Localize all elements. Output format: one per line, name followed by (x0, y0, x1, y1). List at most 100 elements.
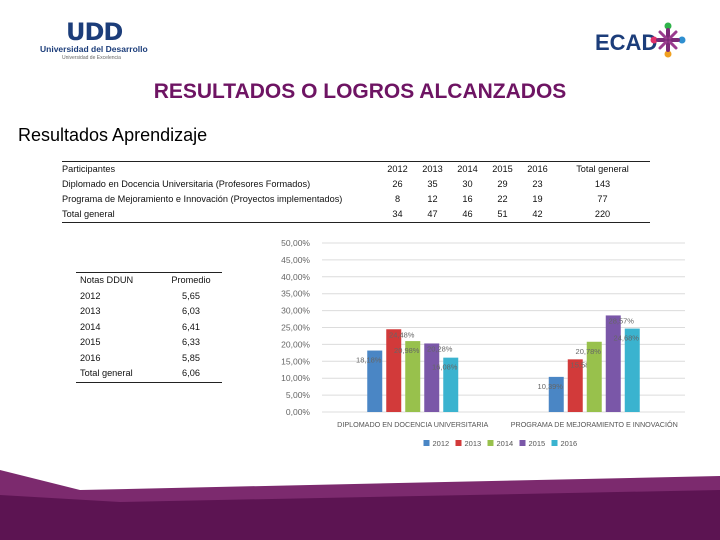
footer-decoration (0, 470, 720, 540)
row-label: Programa de Mejoramiento e Innovación (P… (62, 194, 343, 204)
legend-swatch (423, 440, 430, 446)
table-cell: 46 (450, 207, 485, 223)
table-cell: 6,03 (182, 306, 200, 316)
data-label: 16,08% (432, 363, 458, 372)
row-label: 2013 (80, 306, 101, 316)
y-tick-label: 25,00% (281, 323, 310, 333)
row-label: 2014 (80, 321, 101, 332)
table-header-row: Notas DDUN Promedio (76, 272, 222, 289)
table-cell: 77 (597, 194, 608, 204)
bar (367, 350, 383, 412)
table-cell: 23 (532, 179, 543, 189)
ecad-logo-text: ECAD (595, 30, 658, 55)
y-tick-label: 35,00% (281, 289, 310, 299)
column-header: 2015 (485, 161, 520, 177)
table-row: 2013 6,03 (76, 304, 222, 320)
bar (405, 341, 421, 412)
legend-swatch (551, 440, 558, 446)
y-tick-label: 15,00% (281, 356, 310, 366)
column-header: 2013 (415, 161, 450, 177)
legend-label: 2013 (465, 439, 482, 448)
udd-logo-mark: UDD (66, 18, 123, 46)
table-cell: 143 (594, 179, 611, 189)
table-cell: 34 (380, 207, 415, 223)
data-label: 18,18% (356, 356, 382, 365)
grades-table: Notas DDUN Promedio 2012 5,65 2013 6,03 … (76, 272, 222, 383)
y-tick-label: 30,00% (281, 306, 310, 316)
column-header: Total general (555, 161, 650, 177)
results-bar-chart: 0,00% 5,00% 10,00% 15,00% 20,00% 25,00% 30,00%… (281, 238, 685, 448)
udd-logo: UDD Universidad del Desarrollo Universid… (40, 18, 160, 66)
table-cell: 47 (415, 207, 450, 223)
table-cell: 29 (497, 179, 508, 189)
row-label: 2012 (80, 290, 101, 301)
y-tick-label: 45,00% (281, 255, 310, 265)
legend-swatch (519, 440, 526, 446)
table-row: 2015 6,33 (76, 335, 222, 351)
bar (443, 357, 459, 412)
data-label: 24,68% (614, 334, 640, 343)
legend-swatch (487, 440, 494, 446)
row-label: 2016 (80, 352, 101, 363)
legend-swatch (455, 440, 462, 446)
data-label: 20,28% (427, 344, 453, 353)
column-header: 2016 (520, 161, 555, 177)
section-subtitle: Resultados Aprendizaje (18, 125, 208, 145)
footer-wave-dark (0, 490, 720, 540)
ecad-logo: ECAD (592, 20, 692, 60)
row-label: 2015 (80, 337, 101, 347)
legend-label: 2012 (433, 439, 450, 448)
bar (624, 328, 640, 412)
column-header: 2012 (380, 161, 415, 177)
table-cell: 22 (497, 194, 508, 204)
table-cell: 6,41 (182, 321, 200, 332)
bar (567, 359, 583, 412)
table-row: 2016 5,85 (76, 351, 222, 367)
participants-table: Participantes 2012 2013 2014 2015 2016 T… (62, 161, 650, 223)
data-label: 24,48% (389, 330, 415, 339)
y-tick-label: 5,00% (286, 390, 311, 400)
legend-label: 2014 (497, 439, 514, 448)
y-tick-label: 50,00% (281, 238, 310, 248)
column-header: Participantes (62, 161, 380, 177)
table-cell: 19 (532, 194, 543, 204)
table-cell: 6,06 (160, 366, 222, 383)
table-cell: 12 (427, 194, 438, 204)
table-row: Diplomado en Docencia Universitaria (Pro… (62, 177, 650, 192)
bar (386, 329, 402, 412)
bar (424, 343, 440, 412)
table-row: Total general 34 47 46 51 42 220 (62, 207, 650, 223)
column-header: Notas DDUN (76, 272, 160, 289)
table-cell: 35 (427, 179, 438, 189)
table-row: 2014 6,41 (76, 320, 222, 336)
table-cell: 42 (520, 207, 555, 223)
row-label: Diplomado en Docencia Universitaria (Pro… (62, 179, 311, 189)
data-label: 20,78% (576, 347, 602, 356)
data-label: 15,58% (571, 360, 597, 369)
row-label: Total general (76, 366, 160, 383)
table-cell: 220 (555, 207, 650, 223)
table-cell: 30 (462, 179, 473, 189)
table-cell: 51 (485, 207, 520, 223)
table-cell: 16 (462, 194, 473, 204)
column-header: 2014 (450, 161, 485, 177)
udd-logo-name: Universidad del Desarrollo (40, 44, 148, 54)
legend-label: 2015 (529, 439, 546, 448)
data-label: 28,57% (609, 316, 635, 325)
ecad-star-icon (650, 22, 686, 58)
x-category-label: PROGRAMA DE MEJORAMIENTO E INNOVACIÓN (511, 420, 678, 429)
table-cell: 8 (394, 194, 401, 204)
bar (605, 315, 621, 412)
bar (586, 341, 602, 412)
table-row: Programa de Mejoramiento e Innovación (P… (62, 192, 650, 207)
y-tick-label: 10,00% (281, 373, 310, 383)
udd-logo-tagline: Universidad de Excelencia (62, 55, 121, 61)
y-tick-label: 0,00% (286, 407, 311, 417)
data-label: 20,98% (394, 346, 420, 355)
legend-label: 2016 (561, 439, 578, 448)
y-tick-label: 40,00% (281, 272, 310, 282)
table-cell: 26 (392, 179, 403, 189)
table-row: 2012 5,65 (76, 289, 222, 305)
x-category-label: DIPLOMADO EN DOCENCIA UNIVERSITARIA (337, 420, 488, 429)
table-header-row: Participantes 2012 2013 2014 2015 2016 T… (62, 161, 650, 177)
